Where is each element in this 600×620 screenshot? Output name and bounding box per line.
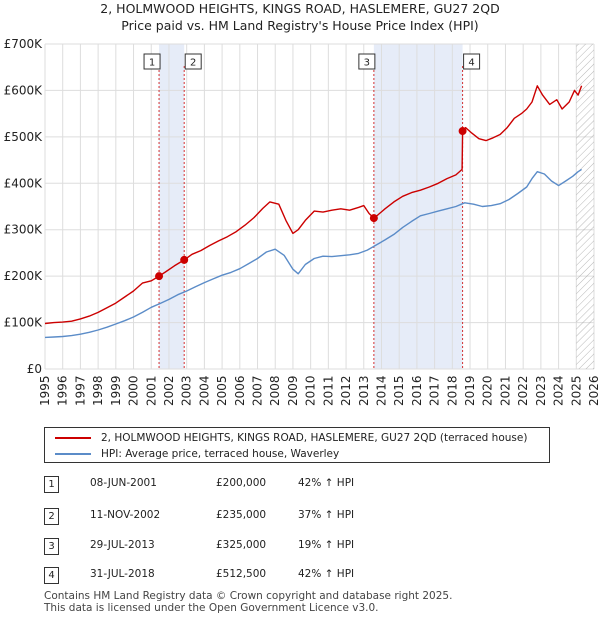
series-line-hpi — [44, 168, 582, 339]
x-tick-label: 2008 — [268, 375, 282, 406]
x-tick-label: 2023 — [534, 375, 548, 406]
x-tick-label: 2026 — [587, 375, 600, 406]
x-tick-label: 2011 — [321, 375, 335, 406]
x-tick-label: 2019 — [463, 375, 477, 406]
x-tick-label: 2002 — [162, 375, 176, 406]
x-tick-label: 1997 — [73, 375, 87, 406]
x-tick-label: 2022 — [516, 375, 530, 406]
sale-label-box — [358, 53, 376, 70]
chart-subtitle: Price paid vs. HM Land Registry's House … — [121, 18, 479, 33]
x-tick-label: 2013 — [357, 375, 371, 406]
sale-price: £235,000 — [216, 509, 267, 521]
sale-label-text: 1 — [149, 58, 155, 69]
y-tick-label: £0 — [27, 362, 42, 376]
x-tick-label: 1998 — [91, 375, 105, 406]
series-line-price-paid — [44, 85, 583, 325]
sale-price: £325,000 — [216, 539, 267, 551]
x-tick-label: 2016 — [410, 375, 424, 406]
sale-number-badge: 1 — [44, 476, 59, 493]
footer-license: This data is licensed under the Open Gov… — [44, 602, 379, 614]
sale-date: 31-JUL-2018 — [90, 568, 155, 580]
sale-hpi-change: 37% ↑ HPI — [298, 509, 355, 521]
sale-number-badge: 4 — [44, 567, 59, 584]
sale-label-text: 3 — [364, 58, 370, 69]
sale-point — [180, 255, 189, 264]
x-tick-label: 2009 — [286, 375, 300, 406]
y-tick-label: £500K — [4, 130, 44, 144]
legend-swatch-hpi — [55, 453, 91, 455]
x-tick-label: 2017 — [428, 375, 442, 406]
chart-title: 2, HOLMWOOD HEIGHTS, KINGS ROAD, HASLEME… — [100, 1, 500, 16]
x-tick-label: 1996 — [56, 375, 70, 406]
y-tick-label: £400K — [4, 176, 44, 190]
x-tick-label: 2012 — [339, 375, 353, 406]
legend-item-price-paid: 2, HOLMWOOD HEIGHTS, KINGS ROAD, HASLEME… — [55, 430, 527, 446]
legend-label-price-paid: 2, HOLMWOOD HEIGHTS, KINGS ROAD, HASLEME… — [101, 432, 528, 444]
x-tick-label: 2021 — [498, 375, 512, 406]
forecast-hatch-region — [576, 44, 594, 369]
sale-label-text: 2 — [190, 58, 196, 69]
x-tick-label: 2003 — [180, 375, 194, 406]
legend-item-hpi: HPI: Average price, terraced house, Wave… — [55, 446, 339, 462]
sale-label-box — [463, 53, 481, 70]
x-tick-label: 2007 — [251, 375, 265, 406]
x-tick-label: 2020 — [481, 375, 495, 406]
y-tick-label: £100K — [4, 316, 44, 330]
x-tick-label: 2010 — [304, 375, 318, 406]
sale-number-badge: 2 — [44, 508, 59, 525]
sale-period-band — [159, 44, 185, 369]
sale-date: 29-JUL-2013 — [90, 539, 155, 551]
x-tick-label: 2025 — [569, 375, 583, 406]
sale-label-text: 4 — [468, 58, 474, 69]
x-tick-label: 2005 — [215, 375, 229, 406]
sale-label-box — [184, 53, 202, 70]
footer-attribution: Contains HM Land Registry data © Crown c… — [44, 590, 452, 614]
sale-date: 08-JUN-2001 — [90, 477, 157, 489]
x-tick-label: 2015 — [392, 375, 406, 406]
y-tick-label: £600K — [4, 83, 44, 97]
x-tick-label: 2014 — [374, 375, 388, 406]
y-tick-label: £700K — [4, 37, 44, 51]
x-tick-label: 2006 — [233, 375, 247, 406]
price-chart: 1 2 3 4 £0 £100K £200K £300K £400K £500K £600K £70… — [4, 37, 600, 406]
y-tick-label: £300K — [4, 223, 44, 237]
sale-hpi-change: 19% ↑ HPI — [298, 539, 355, 551]
sale-price: £512,500 — [216, 568, 267, 580]
sale-point — [155, 272, 164, 281]
sale-number-badge: 3 — [44, 538, 59, 555]
legend-swatch-price-paid — [55, 437, 91, 439]
sale-price: £200,000 — [216, 477, 267, 489]
footer-copyright: Contains HM Land Registry data © Crown c… — [44, 590, 453, 602]
sale-point — [369, 214, 378, 223]
x-tick-label: 1999 — [109, 375, 123, 406]
x-tick-label: 2001 — [144, 375, 158, 406]
x-tick-label: 2024 — [552, 375, 566, 406]
x-tick-label: 2000 — [127, 375, 141, 406]
sale-hpi-change: 42% ↑ HPI — [298, 568, 355, 580]
x-tick-label: 2004 — [197, 375, 211, 406]
legend-label-hpi: HPI: Average price, terraced house, Wave… — [101, 448, 340, 460]
y-tick-label: £200K — [4, 269, 44, 283]
x-tick-label: 2018 — [445, 375, 459, 406]
sale-hpi-change: 42% ↑ HPI — [298, 477, 355, 489]
sale-label-box — [143, 53, 161, 70]
sale-date: 11-NOV-2002 — [90, 509, 161, 521]
sale-point — [458, 127, 467, 136]
chart-legend: 2, HOLMWOOD HEIGHTS, KINGS ROAD, HASLEME… — [44, 427, 550, 463]
x-tick-label: 1995 — [38, 375, 52, 406]
